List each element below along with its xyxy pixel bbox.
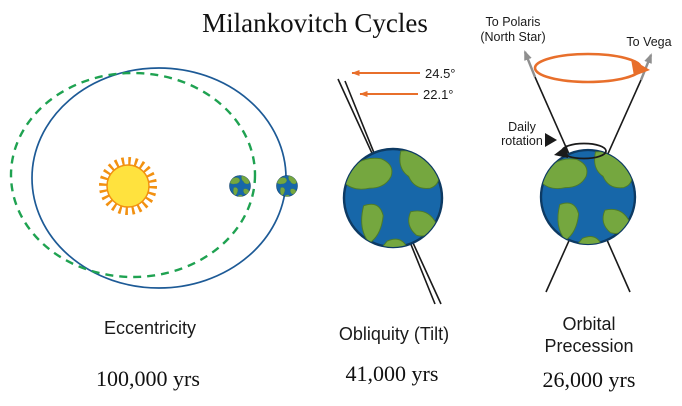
eccentricity-label: Eccentricity (104, 318, 196, 338)
precession-loop-icon (533, 52, 643, 84)
daily-rotation-arrowhead-icon (554, 145, 568, 158)
obliquity-label: Obliquity (Tilt) (339, 324, 449, 344)
to-polaris-label-line1: To Polaris (486, 15, 541, 29)
precession-panel: To Polaris (North Star) To Vega Daily ro… (480, 15, 671, 392)
daily-rotation-pointer-icon (545, 133, 557, 147)
obliquity-period: 41,000 yrs (346, 361, 439, 386)
sun-disc (106, 164, 150, 208)
precession-period: 26,000 yrs (543, 367, 636, 392)
precession-loop-arrowhead-icon (631, 59, 650, 76)
sun-rays (99, 157, 157, 215)
eccentricity-period: 100,000 yrs (96, 366, 200, 391)
earth-globe-obliquity (342, 149, 442, 251)
to-vega-arrow-icon (639, 53, 653, 81)
precession-label-line1: Orbital (562, 314, 615, 334)
to-vega-label: To Vega (626, 35, 671, 49)
to-polaris-arrow-icon (523, 50, 537, 78)
page-title: Milankovitch Cycles (202, 8, 428, 38)
eccentricity-panel: Eccentricity 100,000 yrs (9, 67, 298, 391)
circular-orbit-ellipse (31, 67, 287, 289)
angle-value-22: 22.1° (423, 87, 454, 102)
daily-rotation-label-line2: rotation (501, 134, 543, 148)
eccentric-orbit-ellipse (9, 71, 257, 279)
precession-label-line2: Precession (544, 336, 633, 356)
earth-globe-precession (539, 150, 635, 248)
angle-value-24: 24.5° (425, 66, 456, 81)
earth-globe-small-far (276, 176, 297, 198)
sun-icon (99, 157, 157, 215)
to-polaris-label-line2: (North Star) (480, 30, 545, 44)
earth-globe-small-near (229, 176, 250, 198)
obliquity-panel: 24.5° 22.1° Obliquity (Tilt) 41,000 yrs (337, 66, 456, 386)
daily-rotation-label-line1: Daily (508, 120, 537, 134)
